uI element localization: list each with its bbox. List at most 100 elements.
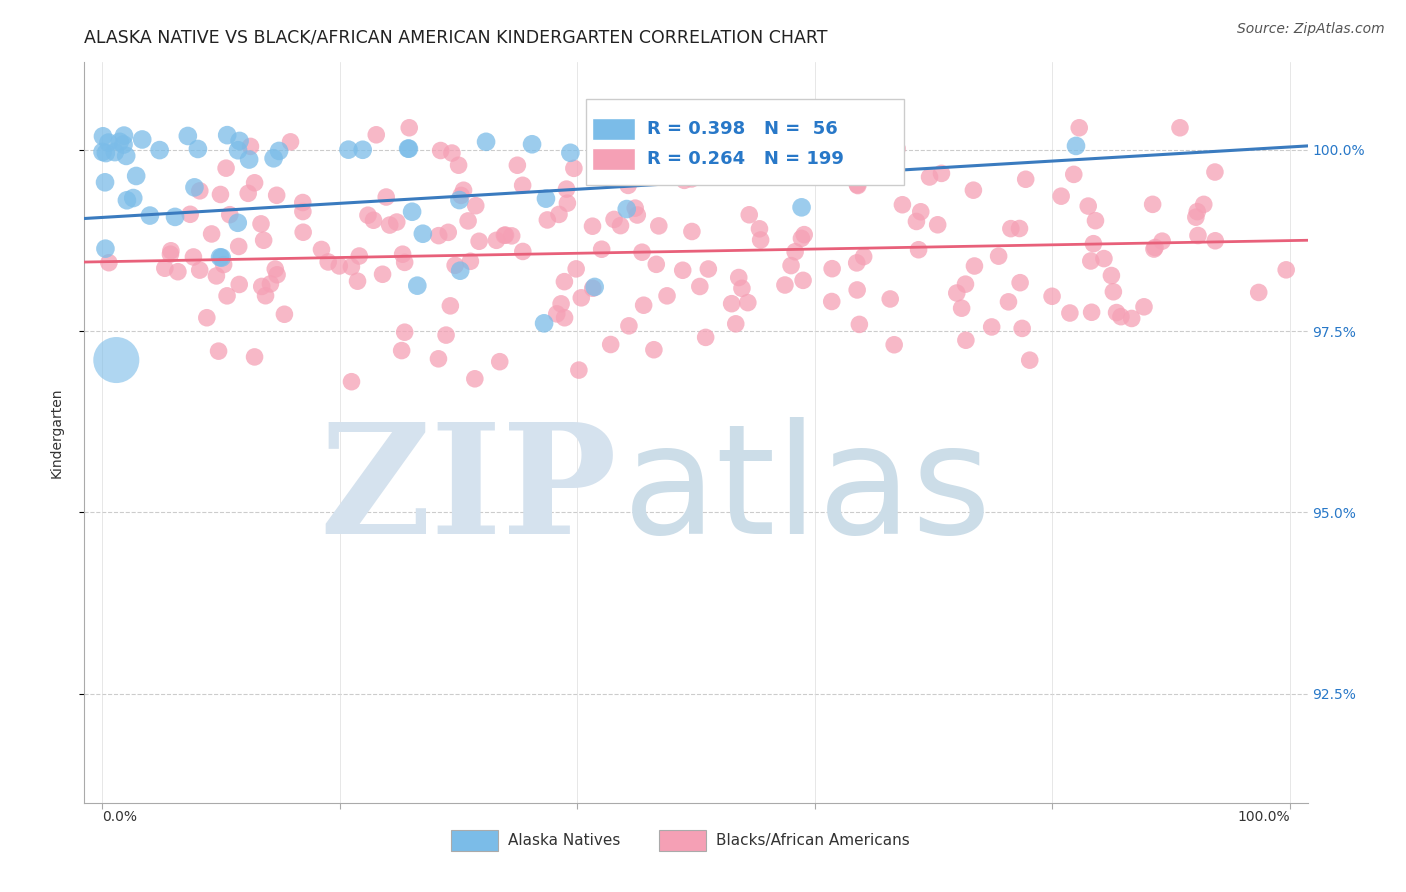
Point — [205, 268, 228, 283]
Point — [228, 277, 250, 292]
Point — [153, 261, 176, 276]
Point — [115, 149, 138, 163]
Point — [997, 294, 1019, 309]
Point — [429, 144, 451, 158]
Point — [883, 337, 905, 351]
Point — [762, 138, 785, 153]
Point — [1059, 306, 1081, 320]
Point — [591, 242, 613, 256]
Point — [747, 165, 769, 179]
Point — [352, 143, 374, 157]
Point — [536, 213, 558, 227]
Point — [292, 225, 315, 239]
Point — [724, 317, 747, 331]
Point — [1187, 204, 1209, 219]
Point — [267, 144, 290, 158]
Point — [1015, 172, 1038, 186]
Point — [595, 161, 617, 175]
Point — [1109, 310, 1132, 324]
Point — [1143, 242, 1166, 256]
Point — [316, 255, 339, 269]
Point — [177, 128, 200, 143]
Point — [583, 280, 606, 294]
Point — [259, 277, 281, 291]
Point — [681, 172, 703, 186]
Point — [108, 135, 131, 149]
Point — [449, 263, 471, 277]
Point — [546, 307, 568, 321]
Point — [449, 193, 471, 207]
Text: atlas: atlas — [623, 417, 991, 566]
Point — [427, 351, 450, 366]
Point — [187, 142, 209, 156]
Point — [550, 297, 572, 311]
Point — [1010, 276, 1032, 290]
Text: Source: ZipAtlas.com: Source: ZipAtlas.com — [1237, 22, 1385, 37]
Point — [963, 259, 986, 273]
Point — [1083, 236, 1105, 251]
Point — [672, 263, 695, 277]
Point — [569, 291, 592, 305]
Point — [291, 204, 314, 219]
Point — [195, 310, 218, 325]
Point — [1064, 139, 1087, 153]
Point — [1092, 252, 1115, 266]
Point — [91, 145, 114, 159]
Point — [697, 262, 720, 277]
Point — [648, 219, 671, 233]
Point — [412, 227, 434, 241]
Point — [378, 218, 401, 232]
Point — [434, 328, 457, 343]
Point — [744, 120, 766, 135]
Text: ZIP: ZIP — [319, 417, 616, 566]
Point — [250, 217, 273, 231]
Point — [349, 249, 371, 263]
Point — [226, 143, 249, 157]
Point — [439, 299, 461, 313]
Point — [385, 215, 408, 229]
Point — [553, 275, 575, 289]
Point — [565, 261, 588, 276]
Point — [748, 222, 770, 236]
Point — [1185, 210, 1208, 224]
Point — [845, 256, 868, 270]
Point — [1187, 228, 1209, 243]
Point — [512, 178, 534, 193]
Point — [188, 184, 211, 198]
Point — [1121, 311, 1143, 326]
Point — [391, 343, 413, 358]
Point — [122, 191, 145, 205]
Point — [905, 214, 928, 228]
Bar — [592, 118, 636, 140]
Point — [554, 310, 576, 325]
Point — [582, 281, 605, 295]
Point — [568, 363, 591, 377]
Point — [581, 219, 603, 234]
Point — [273, 307, 295, 321]
Bar — [592, 147, 636, 169]
Point — [238, 153, 260, 167]
Point — [720, 296, 742, 310]
Point — [599, 337, 621, 351]
Point — [1077, 199, 1099, 213]
Point — [655, 289, 678, 303]
Point — [879, 292, 901, 306]
Point — [264, 262, 287, 277]
Point — [1152, 234, 1174, 248]
Point — [398, 120, 420, 135]
Point — [626, 208, 648, 222]
Point — [201, 227, 224, 241]
Point — [731, 281, 754, 295]
Point — [1168, 120, 1191, 135]
Point — [821, 261, 844, 276]
Point — [97, 136, 120, 150]
Point — [641, 148, 664, 162]
Point — [501, 228, 523, 243]
Point — [215, 161, 238, 176]
Point — [520, 137, 543, 152]
Point — [1102, 285, 1125, 299]
Point — [821, 294, 844, 309]
Point — [218, 208, 240, 222]
Point — [375, 190, 398, 204]
Point — [1069, 120, 1091, 135]
